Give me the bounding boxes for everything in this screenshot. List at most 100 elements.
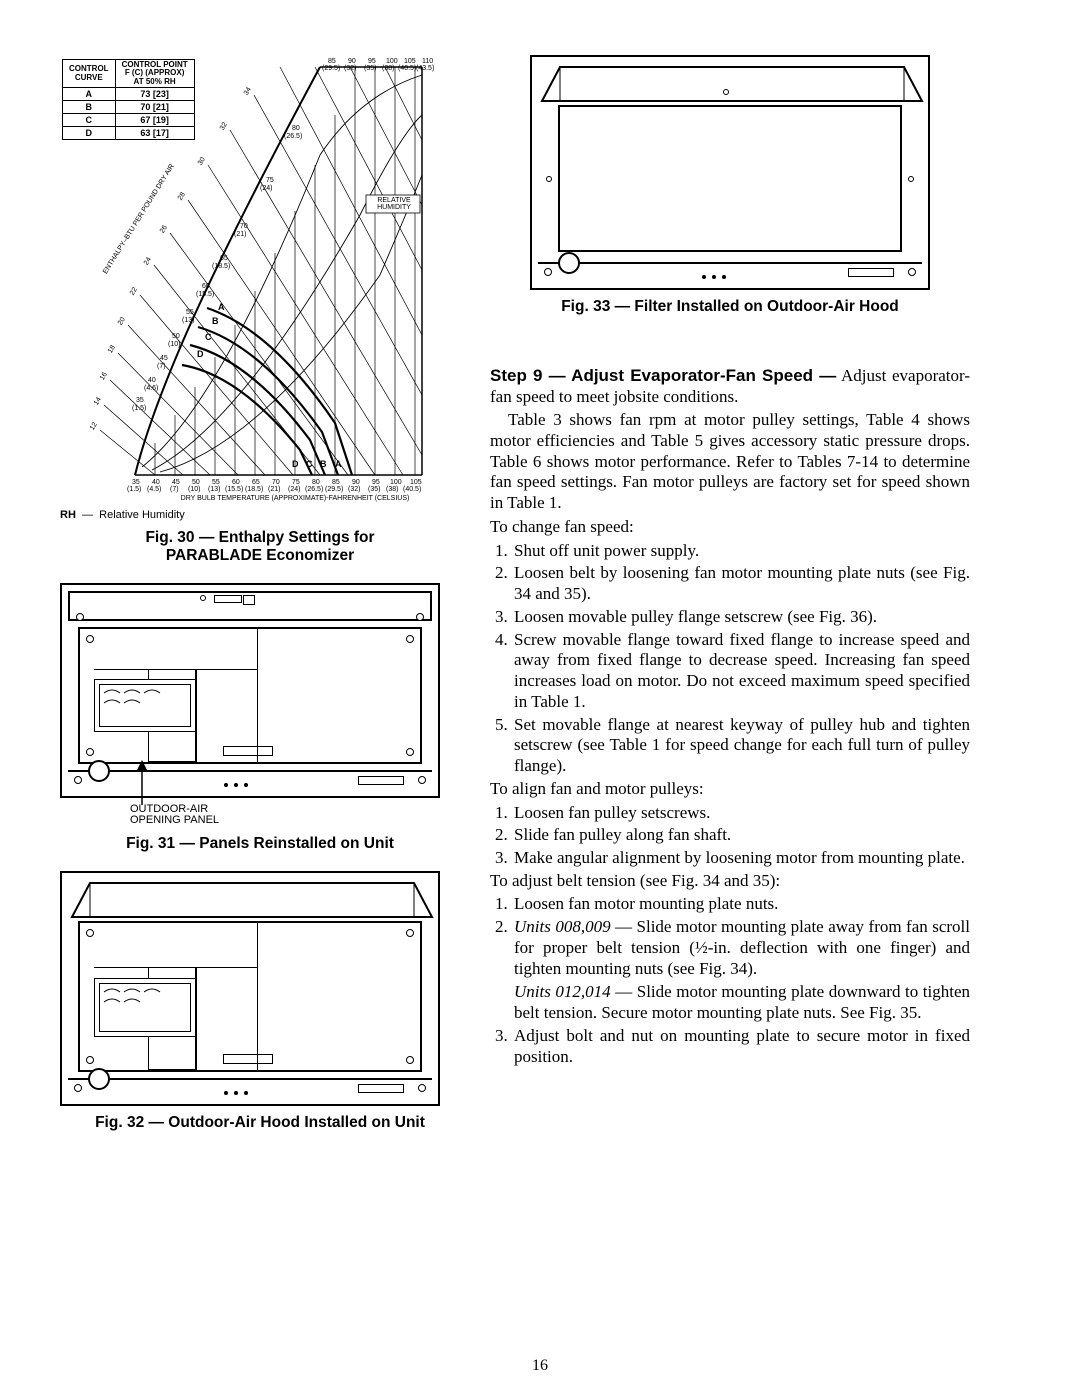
t: 65 bbox=[252, 479, 260, 486]
t: 35 bbox=[136, 397, 144, 404]
enthalpy-chart: CONTROL CURVE CONTROL POINT F (C) (APPRO… bbox=[60, 55, 440, 505]
list-item: Adjust bolt and nut on mounting plate to… bbox=[512, 1026, 970, 1067]
legend-text: Relative Humidity bbox=[99, 509, 185, 521]
t: (4.6) bbox=[144, 385, 158, 392]
t: (29.5) bbox=[322, 65, 340, 72]
t: 55 bbox=[212, 479, 220, 486]
t: (7) bbox=[157, 363, 166, 370]
t: 95 bbox=[372, 479, 380, 486]
t: 55 bbox=[186, 309, 194, 316]
t: 110 bbox=[422, 58, 433, 65]
t: 75 bbox=[292, 479, 300, 486]
t: 35 bbox=[132, 479, 140, 486]
t: 85 bbox=[328, 58, 336, 65]
t: (40.5) bbox=[403, 486, 421, 493]
panel-label: OUTDOOR-AIR OPENING PANEL bbox=[130, 804, 460, 827]
t: (40.5) bbox=[398, 65, 416, 72]
step9-heading: Step 9 — Adjust Evaporator-Fan Speed — bbox=[490, 366, 836, 385]
t: (21) bbox=[268, 486, 280, 493]
t: 95 bbox=[368, 58, 376, 65]
list-item: Loosen belt by loosening fan motor mount… bbox=[512, 563, 970, 604]
fig31-illustration bbox=[60, 583, 440, 798]
b: B bbox=[320, 460, 327, 469]
step9-body: Step 9 — Adjust Evaporator-Fan Speed — A… bbox=[490, 366, 970, 1068]
t: 100 bbox=[386, 58, 398, 65]
list-item: Loosen fan motor mounting plate nuts. bbox=[512, 894, 970, 915]
t: 40 bbox=[148, 377, 156, 384]
fig31-caption: Fig. 31 — Panels Reinstalled on Unit bbox=[60, 835, 460, 853]
units008: Units 008,009 bbox=[514, 917, 611, 936]
curve-D: D bbox=[197, 350, 204, 359]
t: 40 bbox=[152, 479, 160, 486]
t: (32) bbox=[348, 486, 360, 493]
b: A bbox=[335, 460, 342, 469]
b: C bbox=[306, 460, 313, 469]
fig32-illustration bbox=[60, 871, 440, 1106]
t: (1.5) bbox=[132, 405, 146, 412]
list-item: Loosen movable pulley flange setscrew (s… bbox=[512, 607, 970, 628]
t: 70 bbox=[272, 479, 280, 486]
align-list: Loosen fan pulley setscrews. Slide fan p… bbox=[490, 803, 970, 869]
t: 45 bbox=[160, 355, 168, 362]
fig33-caption: Fig. 33 — Filter Installed on Outdoor-Ai… bbox=[490, 298, 970, 316]
list-item: Screw movable flange toward fixed flange… bbox=[512, 630, 970, 713]
t: (38) bbox=[386, 486, 398, 493]
b: D bbox=[292, 460, 299, 469]
t: (10) bbox=[188, 486, 200, 493]
t: 60 bbox=[202, 283, 210, 290]
t: (26.5) bbox=[284, 133, 302, 140]
t: (43.5) bbox=[416, 65, 434, 72]
t: (4.5) bbox=[147, 486, 161, 493]
t: 75 bbox=[266, 177, 274, 184]
list-item: Shut off unit power supply. bbox=[512, 541, 970, 562]
change-list: Shut off unit power supply. Loosen belt … bbox=[490, 541, 970, 777]
list-item: Set movable flange at nearest keyway of … bbox=[512, 715, 970, 777]
belt-list: Loosen fan motor mounting plate nuts. Un… bbox=[490, 894, 970, 1067]
curve-A: A bbox=[218, 303, 225, 312]
fig30-caption: Fig. 30 — Enthalpy Settings for PARABLAD… bbox=[60, 529, 460, 565]
t: 60 bbox=[232, 479, 240, 486]
t: (32) bbox=[344, 65, 356, 72]
step9-para2: Table 3 shows fan rpm at motor pulley se… bbox=[490, 410, 970, 514]
t: (24) bbox=[288, 486, 300, 493]
t: (18.5) bbox=[212, 263, 230, 270]
t: 90 bbox=[352, 479, 360, 486]
align-head: To align fan and motor pulleys: bbox=[490, 779, 970, 800]
legend-dash: — bbox=[82, 509, 93, 521]
t: (35) bbox=[368, 486, 380, 493]
t: 65 bbox=[220, 255, 228, 262]
psychro-svg bbox=[60, 55, 440, 505]
t: 70 bbox=[240, 223, 248, 230]
t: (15.5) bbox=[196, 291, 214, 298]
page-number: 16 bbox=[0, 1357, 1080, 1375]
t: 80 bbox=[312, 479, 320, 486]
t: (38) bbox=[382, 65, 394, 72]
t: 90 bbox=[348, 58, 356, 65]
list-item: Slide fan pulley along fan shaft. bbox=[512, 825, 970, 846]
list-item: Make angular alignment by loosening moto… bbox=[512, 848, 970, 869]
curve-C: C bbox=[205, 333, 212, 342]
fig33-illustration bbox=[530, 55, 930, 290]
t: (29.5) bbox=[325, 486, 343, 493]
t: 50 bbox=[172, 333, 180, 340]
t: 50 bbox=[192, 479, 200, 486]
list-item: Loosen fan pulley setscrews. bbox=[512, 803, 970, 824]
t: (18.5) bbox=[245, 486, 263, 493]
t: (35) bbox=[364, 65, 376, 72]
legend: RH — Relative Humidity bbox=[60, 509, 460, 521]
t: (13) bbox=[208, 486, 220, 493]
t: (1.5) bbox=[127, 486, 141, 493]
t: (13) bbox=[182, 317, 194, 324]
t: 105 bbox=[410, 479, 422, 486]
fig32-caption: Fig. 32 — Outdoor-Air Hood Installed on … bbox=[60, 1114, 460, 1132]
t: (15.5) bbox=[225, 486, 243, 493]
legend-abbrev: RH bbox=[60, 509, 76, 521]
x-axis-label: DRY BULB TEMPERATURE (APPROXIMATE)-FAHRE… bbox=[170, 495, 420, 502]
t: (26.5) bbox=[305, 486, 323, 493]
t: 100 bbox=[390, 479, 402, 486]
units012: Units 012,014 bbox=[514, 982, 611, 1001]
t: 80 bbox=[292, 125, 300, 132]
t: (7) bbox=[170, 486, 179, 493]
t: (10) bbox=[168, 341, 180, 348]
t: 85 bbox=[332, 479, 340, 486]
